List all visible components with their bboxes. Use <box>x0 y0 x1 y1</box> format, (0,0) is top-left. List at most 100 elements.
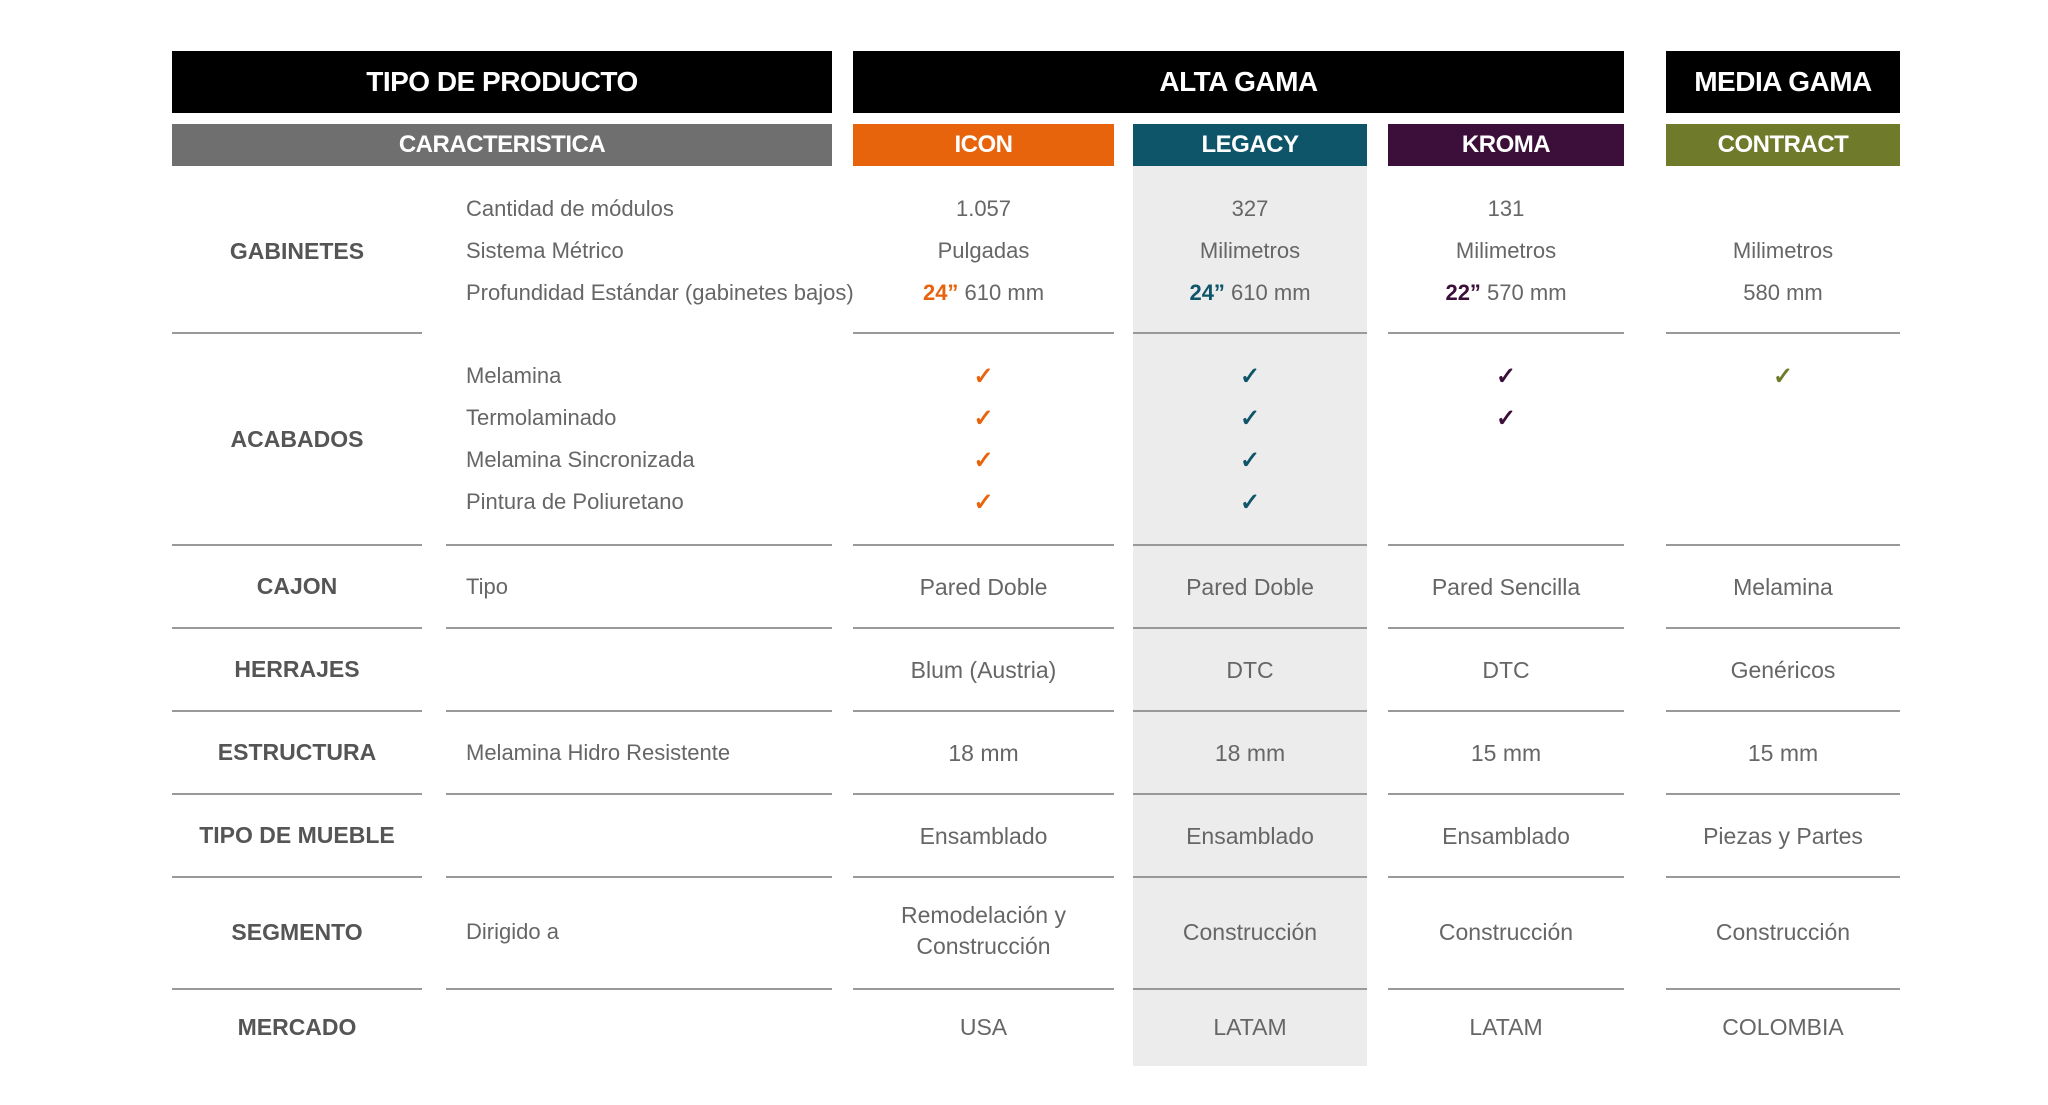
depth-mm: 610 mm <box>958 280 1045 305</box>
estructura-sub: Melamina Hidro Resistente <box>466 712 826 793</box>
check-icon: ✓ <box>1239 404 1261 432</box>
rule-contract <box>1666 544 1900 546</box>
header-tipo-de-producto: TIPO DE PRODUCTO <box>172 51 832 113</box>
rule-icon <box>853 627 1114 629</box>
rule-label <box>172 627 422 629</box>
rule-contract <box>1666 627 1900 629</box>
value: ESTRUCTURA <box>217 739 377 765</box>
contract-estructura: 15 mm <box>1666 712 1900 793</box>
row-label: SEGMENTO <box>231 918 363 945</box>
row-label: ACABADOS <box>230 425 364 452</box>
kroma-tipo-mueble: Ensamblado <box>1388 795 1624 876</box>
kroma-gabinetes: 131 Milimetros 22” 570 mm <box>1388 188 1624 314</box>
check-icon: ✓ <box>973 488 994 516</box>
rule-contract <box>1666 332 1900 334</box>
header-kroma: KROMA <box>1388 124 1624 166</box>
value: Pared Sencilla <box>1431 573 1581 600</box>
header-label: ALTA GAMA <box>1159 66 1318 97</box>
value-line: Construcción <box>916 933 1051 959</box>
legacy-mercado: LATAM <box>1133 990 1367 1064</box>
header-label: LEGACY <box>1201 131 1299 158</box>
rule-label <box>172 988 422 990</box>
depth-mm: 610 mm <box>1224 280 1311 305</box>
value: HERRAJES <box>234 656 360 682</box>
value: CAJON <box>256 573 338 599</box>
herrajes-sub <box>466 629 826 710</box>
rule-sub <box>446 793 832 795</box>
value: 24” 610 mm <box>1133 272 1367 314</box>
value: LATAM <box>1213 1014 1287 1040</box>
check-icon: ✓ <box>1239 446 1261 474</box>
header-icon: ICON <box>853 124 1114 166</box>
header-label: KROMA <box>1461 131 1551 158</box>
check-icon: ✓ <box>1495 404 1517 432</box>
value: Melamina Hidro Resistente <box>466 739 731 765</box>
sub-item: Pintura de Poliuretano <box>466 489 684 514</box>
header-legacy: LEGACY <box>1133 124 1367 166</box>
header-alta-gama: ALTA GAMA <box>853 51 1624 113</box>
rule-contract <box>1666 793 1900 795</box>
header-label: MEDIA GAMA <box>1694 66 1872 97</box>
sub-item: Profundidad Estándar (gabinetes bajos) <box>466 280 854 305</box>
value: Genéricos <box>1730 656 1836 683</box>
kroma-herrajes: DTC <box>1388 629 1624 710</box>
icon-tipo-mueble: Ensamblado <box>853 795 1114 876</box>
value: TIPO DE MUEBLE <box>199 822 395 848</box>
rule-label <box>172 544 422 546</box>
contract-cajon: Melamina <box>1666 546 1900 627</box>
icon-segmento: Remodelación y Construcción <box>853 900 1114 962</box>
rule-legacy <box>1133 332 1367 334</box>
kroma-mercado: LATAM <box>1388 990 1624 1064</box>
value: Construcción <box>1438 919 1574 945</box>
row-label-mercado: MERCADO <box>172 990 422 1064</box>
value: DTC <box>1482 656 1530 683</box>
value: Ensamblado <box>919 822 1048 849</box>
row-label-estructura: ESTRUCTURA <box>172 712 422 793</box>
contract-segmento: Construcción <box>1666 878 1900 986</box>
kroma-segmento: Construcción <box>1388 878 1624 986</box>
legacy-column-shade <box>1133 166 1367 1066</box>
check-icon: ✓ <box>1239 488 1261 516</box>
rule-label <box>172 793 422 795</box>
header-label: ICON <box>954 131 1014 158</box>
rule-icon <box>853 332 1114 334</box>
value: 24” 610 mm <box>853 272 1114 314</box>
rule-icon <box>853 544 1114 546</box>
value: Tipo <box>466 573 508 599</box>
value: Melamina <box>1733 573 1833 600</box>
row-label-tipo-mueble: TIPO DE MUEBLE <box>172 795 422 876</box>
row-label-segmento: SEGMENTO <box>172 878 422 986</box>
value: COLOMBIA <box>1722 1014 1844 1040</box>
sub-item: Termolaminado <box>466 405 617 430</box>
sub-item: Melamina <box>466 363 562 388</box>
header-label: CARACTERISTICA <box>398 131 606 158</box>
rule-legacy <box>1133 793 1367 795</box>
legacy-segmento: Construcción <box>1133 878 1367 986</box>
value: Ensamblado <box>1186 822 1314 849</box>
check-icon: ✓ <box>973 404 994 432</box>
header-caracteristica: CARACTERISTICA <box>172 124 832 166</box>
legacy-cajon: Pared Doble <box>1133 546 1367 627</box>
icon-mercado: USA <box>853 990 1114 1064</box>
rule-kroma <box>1388 332 1624 334</box>
rule-legacy <box>1133 988 1367 990</box>
rule-kroma <box>1388 544 1624 546</box>
segmento-sub: Dirigido a <box>466 919 559 944</box>
check-icon: ✓ <box>973 446 994 474</box>
value: Piezas y Partes <box>1703 822 1863 849</box>
gabinetes-sub-list: Cantidad de módulos Sistema Métrico Prof… <box>466 188 854 314</box>
rule-legacy <box>1133 710 1367 712</box>
rule-kroma <box>1388 793 1624 795</box>
header-media-gama: MEDIA GAMA <box>1666 51 1900 113</box>
value: DTC <box>1226 656 1274 683</box>
legacy-herrajes: DTC <box>1133 629 1367 710</box>
header-contract: CONTRACT <box>1666 124 1900 166</box>
icon-estructura: 18 mm <box>853 712 1114 793</box>
row-label-gabinetes: GABINETES <box>172 170 422 332</box>
legacy-gabinetes: 327 Milimetros 24” 610 mm <box>1133 188 1367 314</box>
rule-icon <box>853 876 1114 878</box>
depth-inches: 24” <box>922 280 959 305</box>
value: 18 mm <box>1214 739 1286 766</box>
row-label-cajon: CAJON <box>172 546 422 627</box>
rule-legacy <box>1133 627 1367 629</box>
